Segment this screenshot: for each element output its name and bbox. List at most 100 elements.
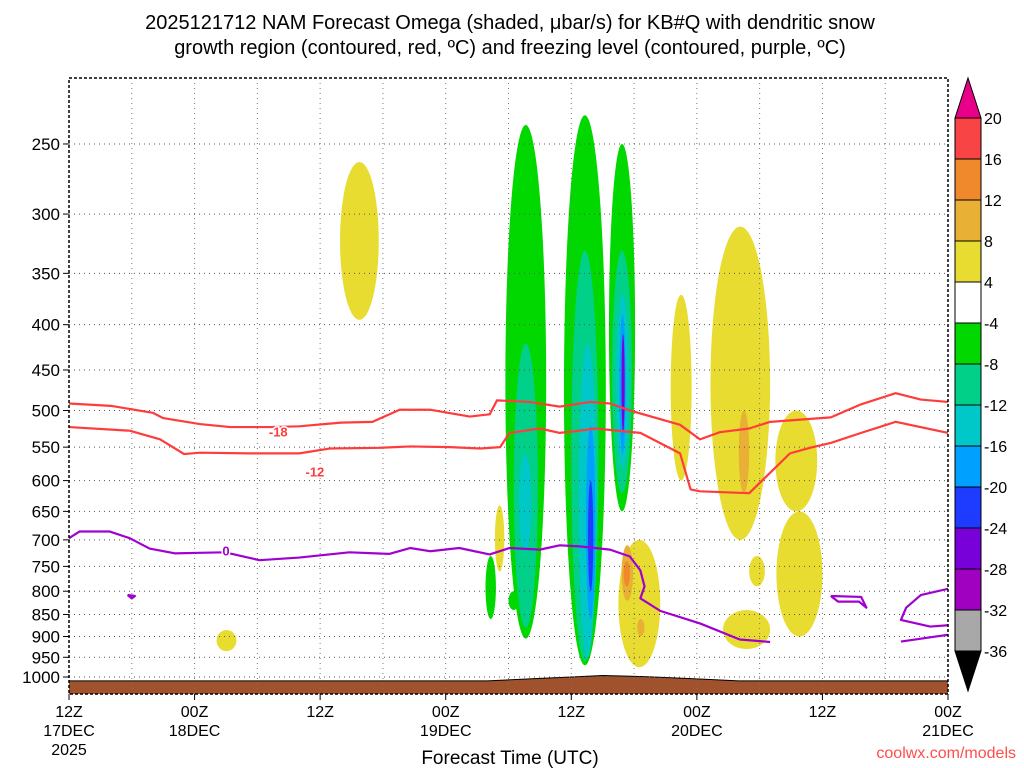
colorbar-box-7 (954, 404, 982, 447)
contours (69, 392, 948, 644)
omega-feature-15 (485, 555, 496, 620)
terrain-edge (69, 674, 948, 682)
omega-feature-28 (749, 555, 765, 587)
x-tick-label: 19DEC (420, 723, 472, 740)
omega-shading (216, 115, 823, 668)
colorbar-label: 12 (984, 193, 1002, 210)
x-tick-label: 00Z (934, 704, 962, 721)
y-tick-label: 850 (32, 606, 60, 625)
colorbar-label: -8 (984, 357, 998, 374)
x-axis-label: Forecast Time (UTC) (421, 748, 598, 768)
colorbar-label: -20 (984, 480, 1007, 497)
colorbar-over-triangle (954, 76, 982, 119)
terrain-fill (69, 675, 948, 694)
x-tick-label: 12Z (306, 704, 334, 721)
y-tick-label: 950 (32, 648, 60, 667)
y-tick-label: 600 (32, 472, 60, 491)
omega-feature-20 (623, 561, 630, 587)
colorbar-box-6 (954, 363, 982, 406)
omega-feature-25 (775, 410, 818, 512)
omega-feature-23 (710, 226, 771, 540)
colorbar-box-11 (954, 568, 982, 611)
x-tick-label: 21DEC (922, 723, 974, 740)
x-tick-label: 12Z (557, 704, 585, 721)
omega-feature-24 (738, 410, 750, 494)
credit-link[interactable]: coolwx.com/models (876, 745, 1016, 762)
omega-feature-22 (670, 294, 692, 481)
contour-freezing-level-dot (126, 593, 137, 600)
terrain (69, 674, 948, 694)
omega-feature-0 (340, 161, 379, 320)
x-tick-label: 18DEC (169, 723, 221, 740)
chart-title-line2: growth region (contoured, red, ºC) and f… (174, 37, 846, 59)
contour-freezing-level-east-upper (899, 587, 948, 628)
omega-feature-27 (723, 609, 771, 650)
x-tick-label: 17DEC (43, 723, 95, 740)
y-tick-label: 550 (32, 438, 60, 457)
colorbar-box-10 (954, 527, 982, 570)
plot-frame (68, 77, 949, 695)
colorbar-label: -36 (984, 644, 1007, 661)
y-tick-label: 750 (32, 557, 60, 576)
omega-feature-9 (588, 480, 594, 592)
contour-dgz-top (69, 392, 948, 441)
omega-feature-1 (216, 630, 237, 652)
x-tick-label: 20DEC (671, 723, 723, 740)
x-tick-label: 00Z (432, 704, 460, 721)
colorbar-box-3 (954, 240, 982, 283)
contour-dgz-bottom (69, 420, 948, 495)
colorbar-label: -24 (984, 521, 1007, 538)
colorbar-label: 4 (984, 275, 993, 292)
contour-label-dgz-bottom: -12 (306, 465, 325, 480)
colorbar: 20 16 12 8 4 -4 -8 -12 -16 -20 -24 -28 -32 -36 (954, 76, 1007, 693)
colorbar-label: 8 (984, 234, 993, 251)
omega-feature-14 (621, 334, 625, 433)
y-tick-label: 1000 (22, 668, 60, 687)
contour-label-dgz-top: -18 (269, 424, 288, 439)
omega-feature-21 (637, 619, 645, 637)
y-axis: 250 300 350 400 450 500 550 600 650 700 750 800 850 9… (22, 135, 69, 687)
colorbar-box-1 (954, 158, 982, 201)
x-tick-label: 00Z (181, 704, 209, 721)
y-tick-label: 250 (32, 135, 60, 154)
y-tick-label: 650 (32, 502, 60, 521)
contour-freezing-level-east-lower (900, 633, 948, 643)
colorbar-box-8 (954, 445, 982, 488)
y-tick-label: 300 (32, 205, 60, 224)
y-tick-label: 500 (32, 401, 60, 420)
colorbar-label: 20 (984, 111, 1002, 128)
x-tick-label: 12Z (55, 704, 83, 721)
omega-feature-17 (494, 505, 505, 572)
y-tick-label: 800 (32, 582, 60, 601)
colorbar-label: -12 (984, 398, 1007, 415)
colorbar-label: -32 (984, 603, 1007, 620)
x-tick-label: 12Z (809, 704, 837, 721)
y-tick-label: 350 (32, 264, 60, 283)
x-tick-label: 2025 (51, 742, 87, 759)
y-tick-label: 900 (32, 627, 60, 646)
colorbar-under-triangle (954, 650, 982, 693)
omega-feature-26 (776, 511, 823, 637)
contour-freezing-level-loop (830, 594, 868, 609)
y-tick-label: 400 (32, 316, 60, 335)
colorbar-label: -4 (984, 316, 998, 333)
y-tick-label: 450 (32, 361, 60, 380)
colorbar-box-2 (954, 199, 982, 242)
colorbar-box-4 (954, 281, 982, 324)
x-tick-label: 00Z (683, 704, 711, 721)
chart-title-line1: 2025121712 NAM Forecast Omega (shaded, μ… (145, 12, 875, 34)
x-axis: 12Z 17DEC 2025 00Z 18DEC 12Z 00Z 19DEC 12Z 00Z 20D… (43, 694, 974, 759)
colorbar-label: 16 (984, 152, 1002, 169)
contour-freezing-level (69, 530, 771, 644)
colorbar-box-9 (954, 486, 982, 529)
colorbar-box-0 (954, 117, 982, 160)
colorbar-label: -16 (984, 439, 1007, 456)
colorbar-box-12 (954, 609, 982, 652)
colorbar-box-5 (954, 322, 982, 365)
omega-feature-16 (508, 591, 519, 610)
omega-feature-4 (518, 454, 532, 551)
colorbar-label: -28 (984, 562, 1007, 579)
contour-label-freezing-level: 0 (222, 544, 229, 559)
y-tick-label: 700 (32, 531, 60, 550)
